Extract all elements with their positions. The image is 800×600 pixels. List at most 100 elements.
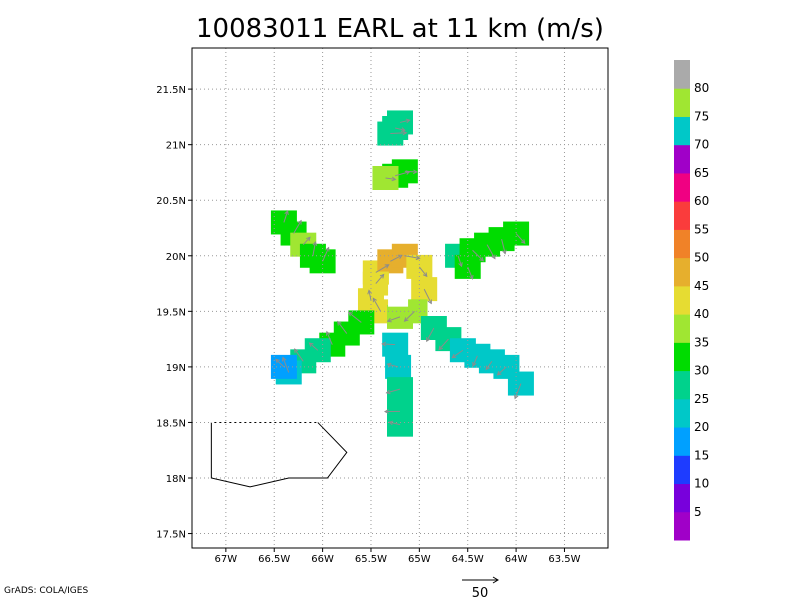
- colorbar-swatch: [674, 144, 690, 174]
- wind-vector-head: [386, 317, 392, 323]
- colorbar-label: 30: [694, 364, 709, 378]
- colorbar-swatch: [674, 455, 690, 485]
- wind-vector-head: [294, 348, 299, 354]
- plot-frame: [191, 47, 609, 549]
- wind-vector-head: [388, 420, 394, 426]
- wind-vector-head: [297, 219, 302, 225]
- x-tick-label: 66.5W: [258, 554, 290, 565]
- wind-vector-head: [308, 342, 314, 347]
- reference-vector-label: 50: [472, 586, 489, 600]
- x-tick-label: 64.5W: [452, 554, 484, 565]
- colorbar-swatch: [674, 60, 690, 89]
- wind-vector-head: [306, 236, 311, 242]
- y-tick-label: 19N: [166, 363, 186, 374]
- wind-vector-head: [372, 297, 377, 303]
- colorbar-swatch: [674, 398, 690, 428]
- credit-text: GrADS: COLA/IGES: [4, 586, 89, 596]
- colorbar-label: 75: [694, 109, 709, 123]
- y-tick-label: 20N: [166, 252, 186, 263]
- wind-vector: [309, 342, 319, 351]
- wind-vector-head: [312, 240, 318, 246]
- wind-vector: [404, 310, 415, 322]
- wind-vector: [438, 338, 449, 350]
- wind-vector: [387, 316, 401, 322]
- wind-vector: [337, 321, 348, 334]
- wind-vector: [348, 312, 362, 323]
- wind-vector: [451, 349, 464, 359]
- wind-vector-head: [485, 365, 490, 371]
- wind-vector: [472, 249, 484, 262]
- wind-vector-head: [400, 127, 406, 132]
- wind-vector: [486, 244, 496, 259]
- colorbar-label: 80: [694, 81, 709, 95]
- wind-vector-head: [383, 409, 389, 414]
- x-tick-label: 64W: [505, 554, 528, 565]
- wind-vector-head: [405, 118, 411, 124]
- wind-speed-cell: [382, 116, 409, 140]
- wind-vector-head: [472, 361, 477, 367]
- colorbar-swatch: [674, 427, 690, 456]
- wind-vector: [375, 274, 385, 284]
- y-tick-label: 19.5N: [156, 307, 186, 318]
- wind-vector: [457, 255, 463, 267]
- wind-vector-head: [438, 345, 444, 351]
- wind-vector-head: [284, 210, 289, 216]
- wind-vector-head: [402, 130, 408, 136]
- colorbar-label: 10: [694, 477, 709, 491]
- wind-vector: [515, 233, 526, 244]
- reference-vector: 50: [462, 576, 499, 600]
- wind-vector: [294, 348, 304, 362]
- wind-vector-head: [426, 337, 431, 343]
- wind-vector-head: [325, 330, 331, 336]
- y-axis-ticks: 17.5N 18N 18.5N 19N 19.5N 20N 20.5N 21N 21.5N: [156, 85, 192, 541]
- colorbar-label: 20: [694, 420, 709, 434]
- wind-vector-head: [491, 254, 496, 260]
- wind-vector-head: [451, 353, 457, 359]
- wind-vector-head: [386, 362, 392, 368]
- wind-vector: [385, 177, 396, 180]
- wind-vector: [426, 327, 435, 342]
- wind-vector: [418, 266, 428, 277]
- colorbar-label: 25: [694, 392, 709, 406]
- y-tick-label: 17.5N: [156, 530, 186, 541]
- wind-vector: [283, 210, 289, 223]
- wind-vector-head: [422, 272, 428, 278]
- wind-vector-head: [381, 341, 387, 347]
- wind-vector-head: [520, 239, 526, 245]
- wind-vector: [404, 255, 420, 259]
- wind-vector: [390, 132, 407, 135]
- y-tick-label: 21.5N: [156, 85, 186, 96]
- wind-vector-head: [347, 311, 353, 317]
- storm-eye: [388, 284, 409, 307]
- coastline-path: [210, 421, 348, 488]
- wind-vector: [282, 357, 290, 373]
- wind-vector-head: [281, 356, 287, 362]
- colorbar-swatch: [674, 172, 690, 202]
- colorbar-swatch: [674, 314, 690, 343]
- wind-vector-head: [415, 255, 421, 261]
- wind-vector-head: [514, 394, 519, 400]
- wind-vector: [485, 361, 493, 370]
- colorbar-label: 60: [694, 194, 709, 208]
- wind-vector-head: [496, 370, 502, 376]
- x-tick-label: 63.5W: [548, 554, 580, 565]
- wind-vector: [423, 288, 432, 304]
- wind-vector-head: [469, 274, 474, 280]
- wind-vector-head: [403, 317, 409, 322]
- wind-vector-head: [391, 176, 397, 182]
- wind-vector-head: [427, 299, 432, 305]
- wind-vector-head: [337, 320, 342, 326]
- wind-vector-head: [325, 246, 330, 252]
- wind-vector: [389, 421, 401, 426]
- wind-vector-head: [502, 249, 507, 255]
- x-tick-label: 67W: [215, 554, 238, 565]
- wind-vector: [326, 331, 333, 345]
- wind-vector-head: [479, 256, 484, 262]
- wind-vector: [372, 298, 382, 312]
- colorbar-swatch: [674, 116, 690, 146]
- wind-vector: [395, 127, 406, 131]
- chart-title: 10083011 EARL at 11 km (m/s): [196, 14, 604, 44]
- colorbar-swatch: [674, 257, 690, 287]
- wind-vector: [390, 254, 403, 262]
